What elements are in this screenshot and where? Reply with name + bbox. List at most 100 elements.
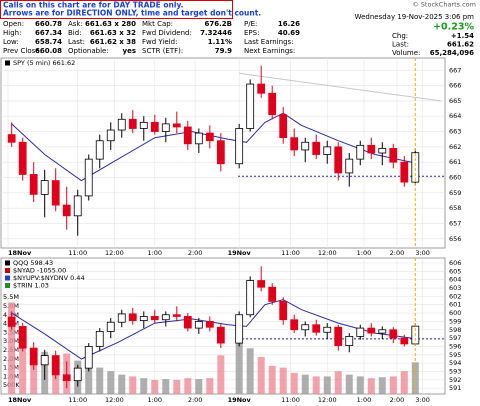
change-pct: +0.23% xyxy=(433,22,474,33)
candle-body xyxy=(268,92,277,116)
quote-label: Prev Close: xyxy=(3,47,42,55)
candle-body xyxy=(216,326,225,344)
x-tick-label: 19Nov xyxy=(228,249,252,257)
candle-body xyxy=(334,326,343,347)
volume-bar xyxy=(184,378,192,394)
candle-body xyxy=(117,313,126,323)
x-tick-label: 1:00 xyxy=(357,396,372,404)
candle-body xyxy=(345,158,354,174)
quote-label: Open: xyxy=(3,20,24,28)
candle-body xyxy=(106,129,115,142)
candle-body xyxy=(301,141,310,151)
y-tick-label: 603 xyxy=(449,284,461,292)
volume-bar xyxy=(257,357,265,394)
quote-label: P/E: xyxy=(244,20,257,28)
candle-body xyxy=(194,321,203,329)
quote-value: yes xyxy=(123,47,136,55)
y-tick-label: 666 xyxy=(449,82,461,90)
legend-label: QQQ 598.43 xyxy=(13,259,53,267)
x-tick-label: 1:00 xyxy=(147,249,162,257)
legend-swatch xyxy=(5,283,10,288)
y-tick-label: 660 xyxy=(449,174,461,182)
quote-label: EPS: xyxy=(244,29,259,37)
quote-label: Low: xyxy=(3,38,19,46)
candle-body xyxy=(183,316,192,329)
volume-bar xyxy=(323,376,331,394)
volume-bar xyxy=(96,367,104,394)
candle-body xyxy=(40,355,49,366)
quote-label: Fwd Dividend: xyxy=(142,29,192,37)
y-tick-label: 604 xyxy=(449,276,461,284)
candle-body xyxy=(62,374,71,382)
x-tick-label: 11:00 xyxy=(281,249,300,257)
x-tick-label: 3:00 xyxy=(415,249,430,257)
candle-body xyxy=(367,327,376,334)
x-tick-label: 3:00 xyxy=(415,396,430,404)
candle-body xyxy=(7,316,16,327)
y-tick-label: 596 xyxy=(449,342,461,350)
candle-body xyxy=(172,123,181,128)
legend-swatch xyxy=(5,268,10,273)
candle-body xyxy=(257,280,266,288)
quote-date: Wednesday 19-Nov-2025 3:06 pm xyxy=(355,13,475,21)
candle-body xyxy=(106,321,115,332)
y-tick-label: 595 xyxy=(449,351,461,359)
quote-label: SCTR (ETF): xyxy=(142,47,183,55)
volume-bar xyxy=(246,348,254,394)
legend-label: $NYUPV:$NYDNV 0.44 xyxy=(13,274,85,282)
y-tick-label: 593 xyxy=(449,367,461,375)
candle-body xyxy=(161,123,170,132)
volume-bar xyxy=(162,379,170,394)
legend-label: SPY (5 min) 661.62 xyxy=(13,59,75,67)
volume-bar xyxy=(206,378,214,394)
quote-value: 660.78 xyxy=(35,20,62,28)
volume-bar xyxy=(30,348,38,394)
y-tick-label: 602 xyxy=(449,292,461,300)
quote-label: Next Earnings: xyxy=(244,47,295,55)
candle-body xyxy=(279,114,288,139)
volume-bar xyxy=(301,374,309,394)
quote-value: 661.63 x 280 xyxy=(85,20,136,28)
y-tick-label: 592 xyxy=(449,376,461,384)
volume-bar xyxy=(195,379,203,394)
candle-body xyxy=(216,140,225,165)
y-tick-label: 606 xyxy=(449,259,461,267)
candle-body xyxy=(400,337,409,345)
quote-value: 661.62 x 38 xyxy=(90,38,136,46)
quote-label: Volume: xyxy=(392,49,420,57)
candle-body xyxy=(29,174,38,195)
candle-body xyxy=(7,134,16,143)
x-tick-label: 19Nov xyxy=(228,396,252,404)
candle-body xyxy=(323,146,332,155)
quote-value: 7.32446 xyxy=(200,29,232,37)
note-line: Arrows are for DIRECTION ONLY, time and … xyxy=(3,9,261,18)
x-tick-label: 12:00 xyxy=(105,396,124,404)
candle-body xyxy=(150,121,159,132)
candle-body xyxy=(139,121,148,129)
volume-bar xyxy=(367,378,375,394)
candle-body xyxy=(128,313,137,321)
legend-label: $NYAD -1055.00 xyxy=(13,267,66,275)
quote-value: 658.74 xyxy=(35,38,62,46)
y-tick-label: 591 xyxy=(449,384,461,392)
candle-body xyxy=(194,132,203,145)
candle-body xyxy=(139,316,148,321)
volume-bar xyxy=(217,355,225,394)
quote-label: Ask: xyxy=(68,20,83,28)
candle-body xyxy=(62,204,71,217)
volume-bar xyxy=(334,371,342,394)
x-tick-label: 1:00 xyxy=(357,249,372,257)
candle-body xyxy=(378,329,387,334)
candle-body xyxy=(378,148,387,154)
candle-body xyxy=(323,326,332,333)
quote-value: 40.69 xyxy=(278,29,300,37)
quote-value: 676.2B xyxy=(205,20,232,28)
volume-bar xyxy=(345,374,353,394)
quote-value: 79.9 xyxy=(215,47,232,55)
volume-bar xyxy=(389,376,397,394)
volume-bar xyxy=(378,377,386,394)
candle-body xyxy=(389,329,398,339)
x-tick-label: 11:00 xyxy=(68,396,87,404)
candle-body xyxy=(161,314,170,321)
legend-label: $TRIN 1.03 xyxy=(13,282,49,290)
